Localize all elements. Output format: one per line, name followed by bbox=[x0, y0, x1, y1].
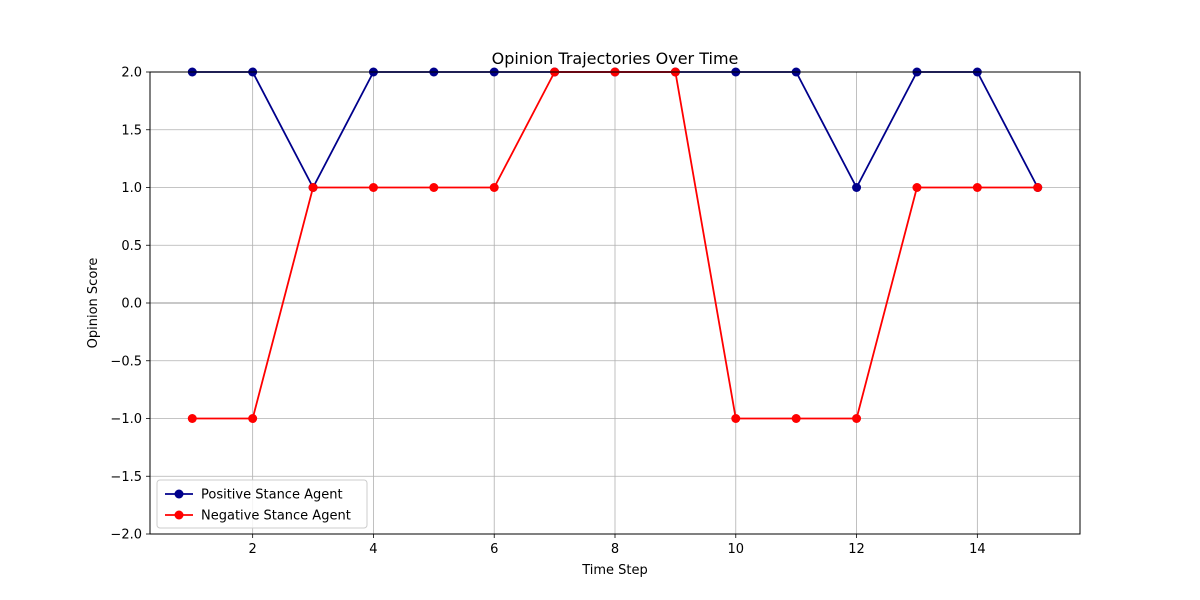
legend-label: Negative Stance Agent bbox=[201, 509, 351, 524]
x-tick-label: 8 bbox=[611, 542, 619, 557]
x-tick-label: 14 bbox=[969, 542, 986, 557]
x-tick-label: 4 bbox=[369, 542, 377, 557]
data-point bbox=[912, 183, 922, 192]
data-point bbox=[308, 183, 318, 192]
y-tick-label: 1.5 bbox=[121, 123, 142, 138]
x-tick-label: 6 bbox=[490, 542, 498, 557]
y-tick-label: 1.0 bbox=[121, 181, 142, 196]
x-axis-label: Time Step bbox=[581, 563, 648, 578]
data-point bbox=[248, 414, 258, 423]
legend-label: Positive Stance Agent bbox=[201, 488, 343, 503]
data-point bbox=[972, 183, 982, 192]
data-point bbox=[852, 414, 862, 423]
legend-item: Positive Stance Agent bbox=[165, 488, 343, 503]
legend-marker bbox=[174, 489, 184, 499]
axis-ticks: 2 4 6 8 10 12 14 −2.0 −1.5 −1.0 −0.5 0.0 0.5 1.0 1.5 2.… bbox=[110, 66, 985, 558]
y-axis-label: Opinion Score bbox=[86, 258, 101, 349]
data-point bbox=[489, 183, 499, 192]
y-tick-label: 0.0 bbox=[121, 297, 142, 312]
data-point bbox=[368, 183, 378, 192]
y-tick-label: −2.0 bbox=[110, 528, 142, 543]
legend-marker bbox=[174, 510, 184, 520]
x-tick-label: 10 bbox=[728, 542, 745, 557]
data-point bbox=[1033, 183, 1043, 192]
data-point bbox=[187, 414, 197, 423]
x-tick-label: 12 bbox=[848, 542, 865, 557]
data-point bbox=[852, 183, 862, 192]
x-tick-label: 2 bbox=[249, 542, 257, 557]
legend: Positive Stance Agent Negative Stance Age… bbox=[156, 479, 368, 529]
y-tick-label: −1.0 bbox=[110, 412, 142, 427]
legend-item: Negative Stance Agent bbox=[165, 509, 351, 524]
y-tick-label: 0.5 bbox=[121, 239, 142, 254]
data-point bbox=[791, 414, 801, 423]
legend-box bbox=[156, 479, 368, 529]
y-tick-label: 2.0 bbox=[121, 66, 142, 81]
data-point bbox=[429, 183, 439, 192]
y-tick-label: −1.5 bbox=[110, 470, 142, 485]
y-tick-label: −0.5 bbox=[110, 354, 142, 369]
data-point bbox=[731, 414, 741, 423]
chart-title: Opinion Trajectories Over Time bbox=[492, 49, 739, 68]
